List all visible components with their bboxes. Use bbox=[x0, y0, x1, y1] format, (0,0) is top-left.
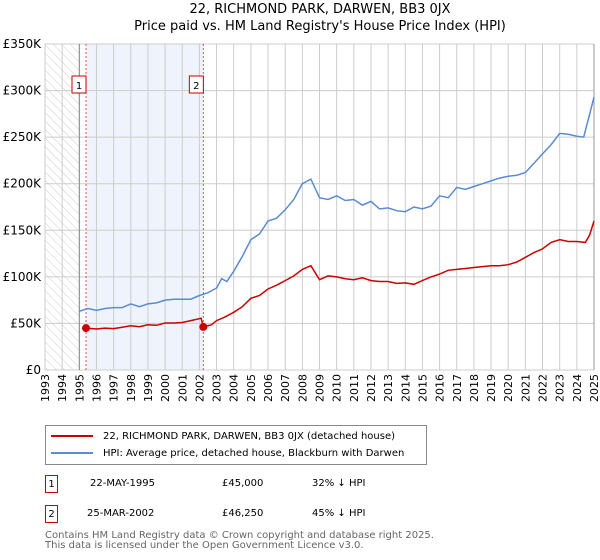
x-tick-label: 2013 bbox=[382, 374, 395, 402]
x-tick-label: 2006 bbox=[262, 374, 275, 402]
x-tick-label: 2016 bbox=[434, 374, 447, 402]
legend-swatch-blue bbox=[51, 452, 93, 454]
legend-label: HPI: Average price, detached house, Blac… bbox=[103, 447, 405, 459]
transaction-point bbox=[199, 322, 208, 331]
x-tick-label: 1999 bbox=[142, 374, 155, 402]
transaction-row: 1 22-MAY-1995 £45,000 32% ↓ HPI bbox=[45, 475, 445, 495]
transaction-marker-box bbox=[71, 75, 87, 94]
shaded-region bbox=[86, 44, 204, 370]
x-tick-label: 2000 bbox=[159, 374, 172, 402]
x-tick-label: 2001 bbox=[176, 374, 189, 402]
x-tick-label: 1993 bbox=[39, 374, 52, 402]
x-tick-label: 2024 bbox=[571, 374, 584, 402]
chart-legend: 22, RICHMOND PARK, DARWEN, BB3 0JX (deta… bbox=[45, 425, 427, 465]
transaction-marker-label: 1 bbox=[76, 81, 82, 92]
x-tick-label: 2019 bbox=[485, 374, 498, 402]
y-tick-label: £50K bbox=[10, 316, 42, 330]
price-chart: 1 2 £0 £50K £100K £150K £200K £250K £300K £350K 19… bbox=[3, 37, 600, 402]
x-tick-label: 2010 bbox=[331, 374, 344, 402]
transaction-badge: 1 bbox=[45, 475, 58, 493]
transaction-row: 2 25-MAR-2002 £46,250 45% ↓ HPI bbox=[45, 505, 445, 525]
x-tick-label: 2008 bbox=[296, 374, 309, 402]
legend-label: 22, RICHMOND PARK, DARWEN, BB3 0JX (deta… bbox=[103, 430, 396, 442]
x-tick-label: 1995 bbox=[73, 374, 86, 402]
transaction-price: £45,000 bbox=[222, 478, 264, 489]
x-tick-label: 1996 bbox=[90, 374, 103, 402]
footer: Contains HM Land Registry data © Crown c… bbox=[45, 531, 434, 551]
x-tick-label: 2003 bbox=[211, 374, 224, 402]
transaction-marker-box bbox=[188, 75, 204, 94]
x-tick-label: 2009 bbox=[314, 374, 327, 402]
x-tick-label: 2020 bbox=[502, 374, 515, 402]
chart-subtitle: Price paid vs. HM Land Registry's House … bbox=[134, 19, 506, 34]
legend-swatch-red bbox=[51, 435, 93, 437]
transaction-marker-label: 2 bbox=[193, 81, 199, 92]
y-tick-label: £150K bbox=[3, 223, 43, 237]
transaction-date: 22-MAY-1995 bbox=[90, 478, 156, 489]
x-tick-label: 2015 bbox=[416, 374, 429, 402]
transaction-price: £46,250 bbox=[222, 508, 264, 519]
x-tick-label: 2014 bbox=[399, 374, 412, 402]
x-tick-label: 2004 bbox=[228, 374, 241, 402]
transaction-badge: 2 bbox=[45, 505, 58, 523]
x-tick-label: 2018 bbox=[468, 374, 481, 402]
x-tick-label: 2021 bbox=[519, 374, 532, 402]
y-tick-label: £0 bbox=[26, 363, 41, 377]
x-tick-label: 2005 bbox=[245, 374, 258, 402]
y-tick-label: £350K bbox=[3, 37, 43, 51]
transaction-hpi: 32% ↓ HPI bbox=[312, 478, 366, 489]
footer-line: Contains HM Land Registry data © Crown c… bbox=[45, 530, 434, 541]
x-tick-label: 2011 bbox=[348, 374, 361, 402]
footer-line: This data is licensed under the Open Gov… bbox=[45, 540, 364, 551]
property-price-line bbox=[85, 220, 595, 330]
legend-item-property: 22, RICHMOND PARK, DARWEN, BB3 0JX (deta… bbox=[46, 428, 395, 444]
chart-title: 22, RICHMOND PARK, DARWEN, BB3 0JX bbox=[189, 2, 451, 17]
x-tick-label: 2007 bbox=[279, 374, 292, 402]
legend-item-hpi: HPI: Average price, detached house, Blac… bbox=[46, 445, 404, 461]
y-tick-label: £250K bbox=[3, 130, 43, 144]
x-tick-label: 2025 bbox=[588, 374, 600, 402]
x-tick-label: 1997 bbox=[108, 374, 121, 402]
y-tick-label: £200K bbox=[3, 177, 43, 191]
y-tick-label: £300K bbox=[3, 84, 43, 98]
y-tick-label: £100K bbox=[3, 270, 43, 284]
transaction-hpi: 45% ↓ HPI bbox=[312, 508, 366, 519]
x-tick-label: 1994 bbox=[56, 374, 69, 402]
x-tick-label: 2022 bbox=[537, 374, 550, 402]
x-tick-label: 2017 bbox=[451, 374, 464, 402]
x-tick-label: 1998 bbox=[125, 374, 138, 402]
transaction-date: 25-MAR-2002 bbox=[87, 508, 155, 519]
hpi-line bbox=[79, 96, 595, 313]
x-tick-label: 2023 bbox=[554, 374, 567, 402]
x-tick-label: 2002 bbox=[193, 374, 206, 402]
x-tick-label: 2012 bbox=[365, 374, 378, 402]
transaction-point bbox=[82, 324, 91, 333]
